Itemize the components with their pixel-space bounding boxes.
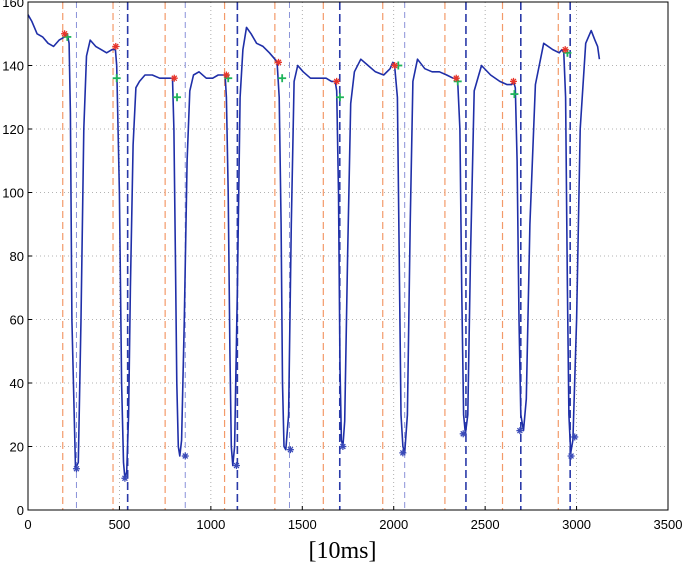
markers-layer [61,30,579,482]
trough-marker [181,452,189,460]
series-line [27,14,601,480]
x-tick-label: 1500 [288,517,317,532]
x-tick-label: 1000 [196,517,225,532]
red-marker [112,42,120,50]
y-tick-label: 40 [10,376,24,391]
y-tick-label: 0 [17,503,24,518]
x-tick-label: 2500 [471,517,500,532]
trough-marker [459,430,467,438]
green-marker [112,74,121,83]
green-marker [510,90,519,99]
trough-marker [121,474,129,482]
line-chart: 0 500 1000 1500 2000 2500 3000 3500 0 20 40 60 80 10… [2,0,682,532]
red-marker [61,30,69,38]
red-marker [509,77,517,85]
x-tick-label: 2000 [379,517,408,532]
trough-marker [567,452,575,460]
y-tick-label: 80 [10,249,24,264]
y-tick-label: 20 [10,440,24,455]
x-tick-label: 500 [109,517,131,532]
red-marker [170,74,178,82]
red-marker [561,46,569,54]
x-ticks: 0 500 1000 1500 2000 2500 3000 3500 [24,506,682,532]
x-tick-label: 0 [24,517,31,532]
red-marker [222,71,230,79]
y-tick-label: 120 [2,122,24,137]
green-marker [335,93,344,102]
red-marker [391,62,399,69]
red-marker [275,58,283,66]
trough-marker [516,427,524,435]
trough-marker [232,462,240,470]
red-marker [333,77,341,85]
trough-marker [399,449,407,457]
x-tick-label: 3000 [562,517,591,532]
y-ticks: 0 20 40 60 80 100 120 140 160 [2,0,32,518]
green-marker [173,93,182,102]
x-tick-label: 3500 [654,517,683,532]
trough-marker [72,465,80,473]
trough-marker [339,443,347,450]
y-tick-label: 100 [2,186,24,201]
series-layer [27,14,601,480]
green-marker [278,74,287,83]
y-tick-label: 140 [2,59,24,74]
x-axis-label: [10ms] [308,538,377,564]
y-tick-label: 160 [2,0,24,10]
red-marker [452,74,460,82]
y-tick-label: 60 [10,313,24,328]
trough-marker [286,446,294,454]
trough-marker [571,433,579,441]
